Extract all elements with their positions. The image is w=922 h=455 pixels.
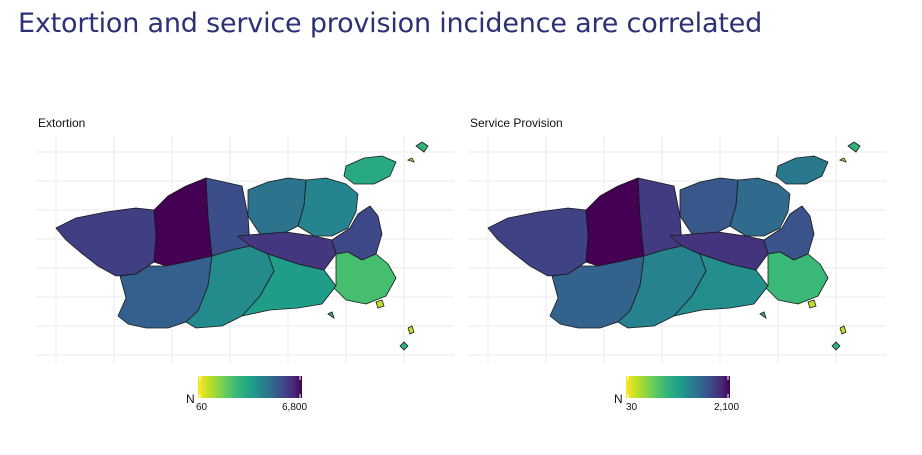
legend-title: N <box>186 392 195 406</box>
extortion-choropleth-map <box>36 136 454 364</box>
map-region-island <box>343 155 397 185</box>
map-island <box>327 311 335 319</box>
map-island <box>407 325 415 335</box>
map-island <box>807 299 817 309</box>
legend-max-label: 2,100 <box>714 402 740 413</box>
legend-min-label: 60 <box>196 402 208 413</box>
map-region-north-block <box>247 177 307 235</box>
map-region-center-strip <box>205 177 251 257</box>
extortion-map-panel: Extortion N 60 6,800 <box>36 114 454 414</box>
legend-ticks <box>627 376 729 398</box>
map-island <box>831 341 841 351</box>
slide-title: Extortion and service provision incidenc… <box>18 8 763 39</box>
map-region-north-east <box>729 177 791 237</box>
map-region-island <box>775 155 829 185</box>
map-region-downtown <box>333 251 397 305</box>
map-region-far-west <box>487 207 589 277</box>
color-scale-bar <box>198 376 302 398</box>
map-region-far-west <box>55 207 157 277</box>
map-island <box>839 325 847 335</box>
legend-max-label: 6,800 <box>282 402 308 413</box>
map-region-downtown <box>765 251 829 305</box>
legend-title: N <box>614 392 623 406</box>
map-island <box>759 311 767 319</box>
map-island <box>838 157 847 163</box>
map-region-center-strip <box>637 177 683 257</box>
service-provision-legend: N 30 2,100 <box>614 376 754 416</box>
map-title: Service Provision <box>470 116 563 130</box>
map-region-west-center <box>153 177 213 267</box>
legend-min-label: 30 <box>626 402 638 413</box>
map-island <box>375 299 385 309</box>
service-provision-choropleth-map <box>468 136 886 364</box>
map-title: Extortion <box>38 116 86 130</box>
map-region-west-center <box>585 177 645 267</box>
map-region-north-east <box>297 177 359 237</box>
color-scale-bar <box>626 376 730 398</box>
map-region-north-block <box>679 177 739 235</box>
service-provision-map-panel: Service Provision N 30 2,100 <box>468 114 886 414</box>
map-island <box>406 157 415 163</box>
map-island <box>415 141 429 153</box>
map-island <box>847 141 861 153</box>
map-island <box>399 341 409 351</box>
extortion-legend: N 60 6,800 <box>186 376 326 416</box>
legend-ticks <box>199 376 301 398</box>
